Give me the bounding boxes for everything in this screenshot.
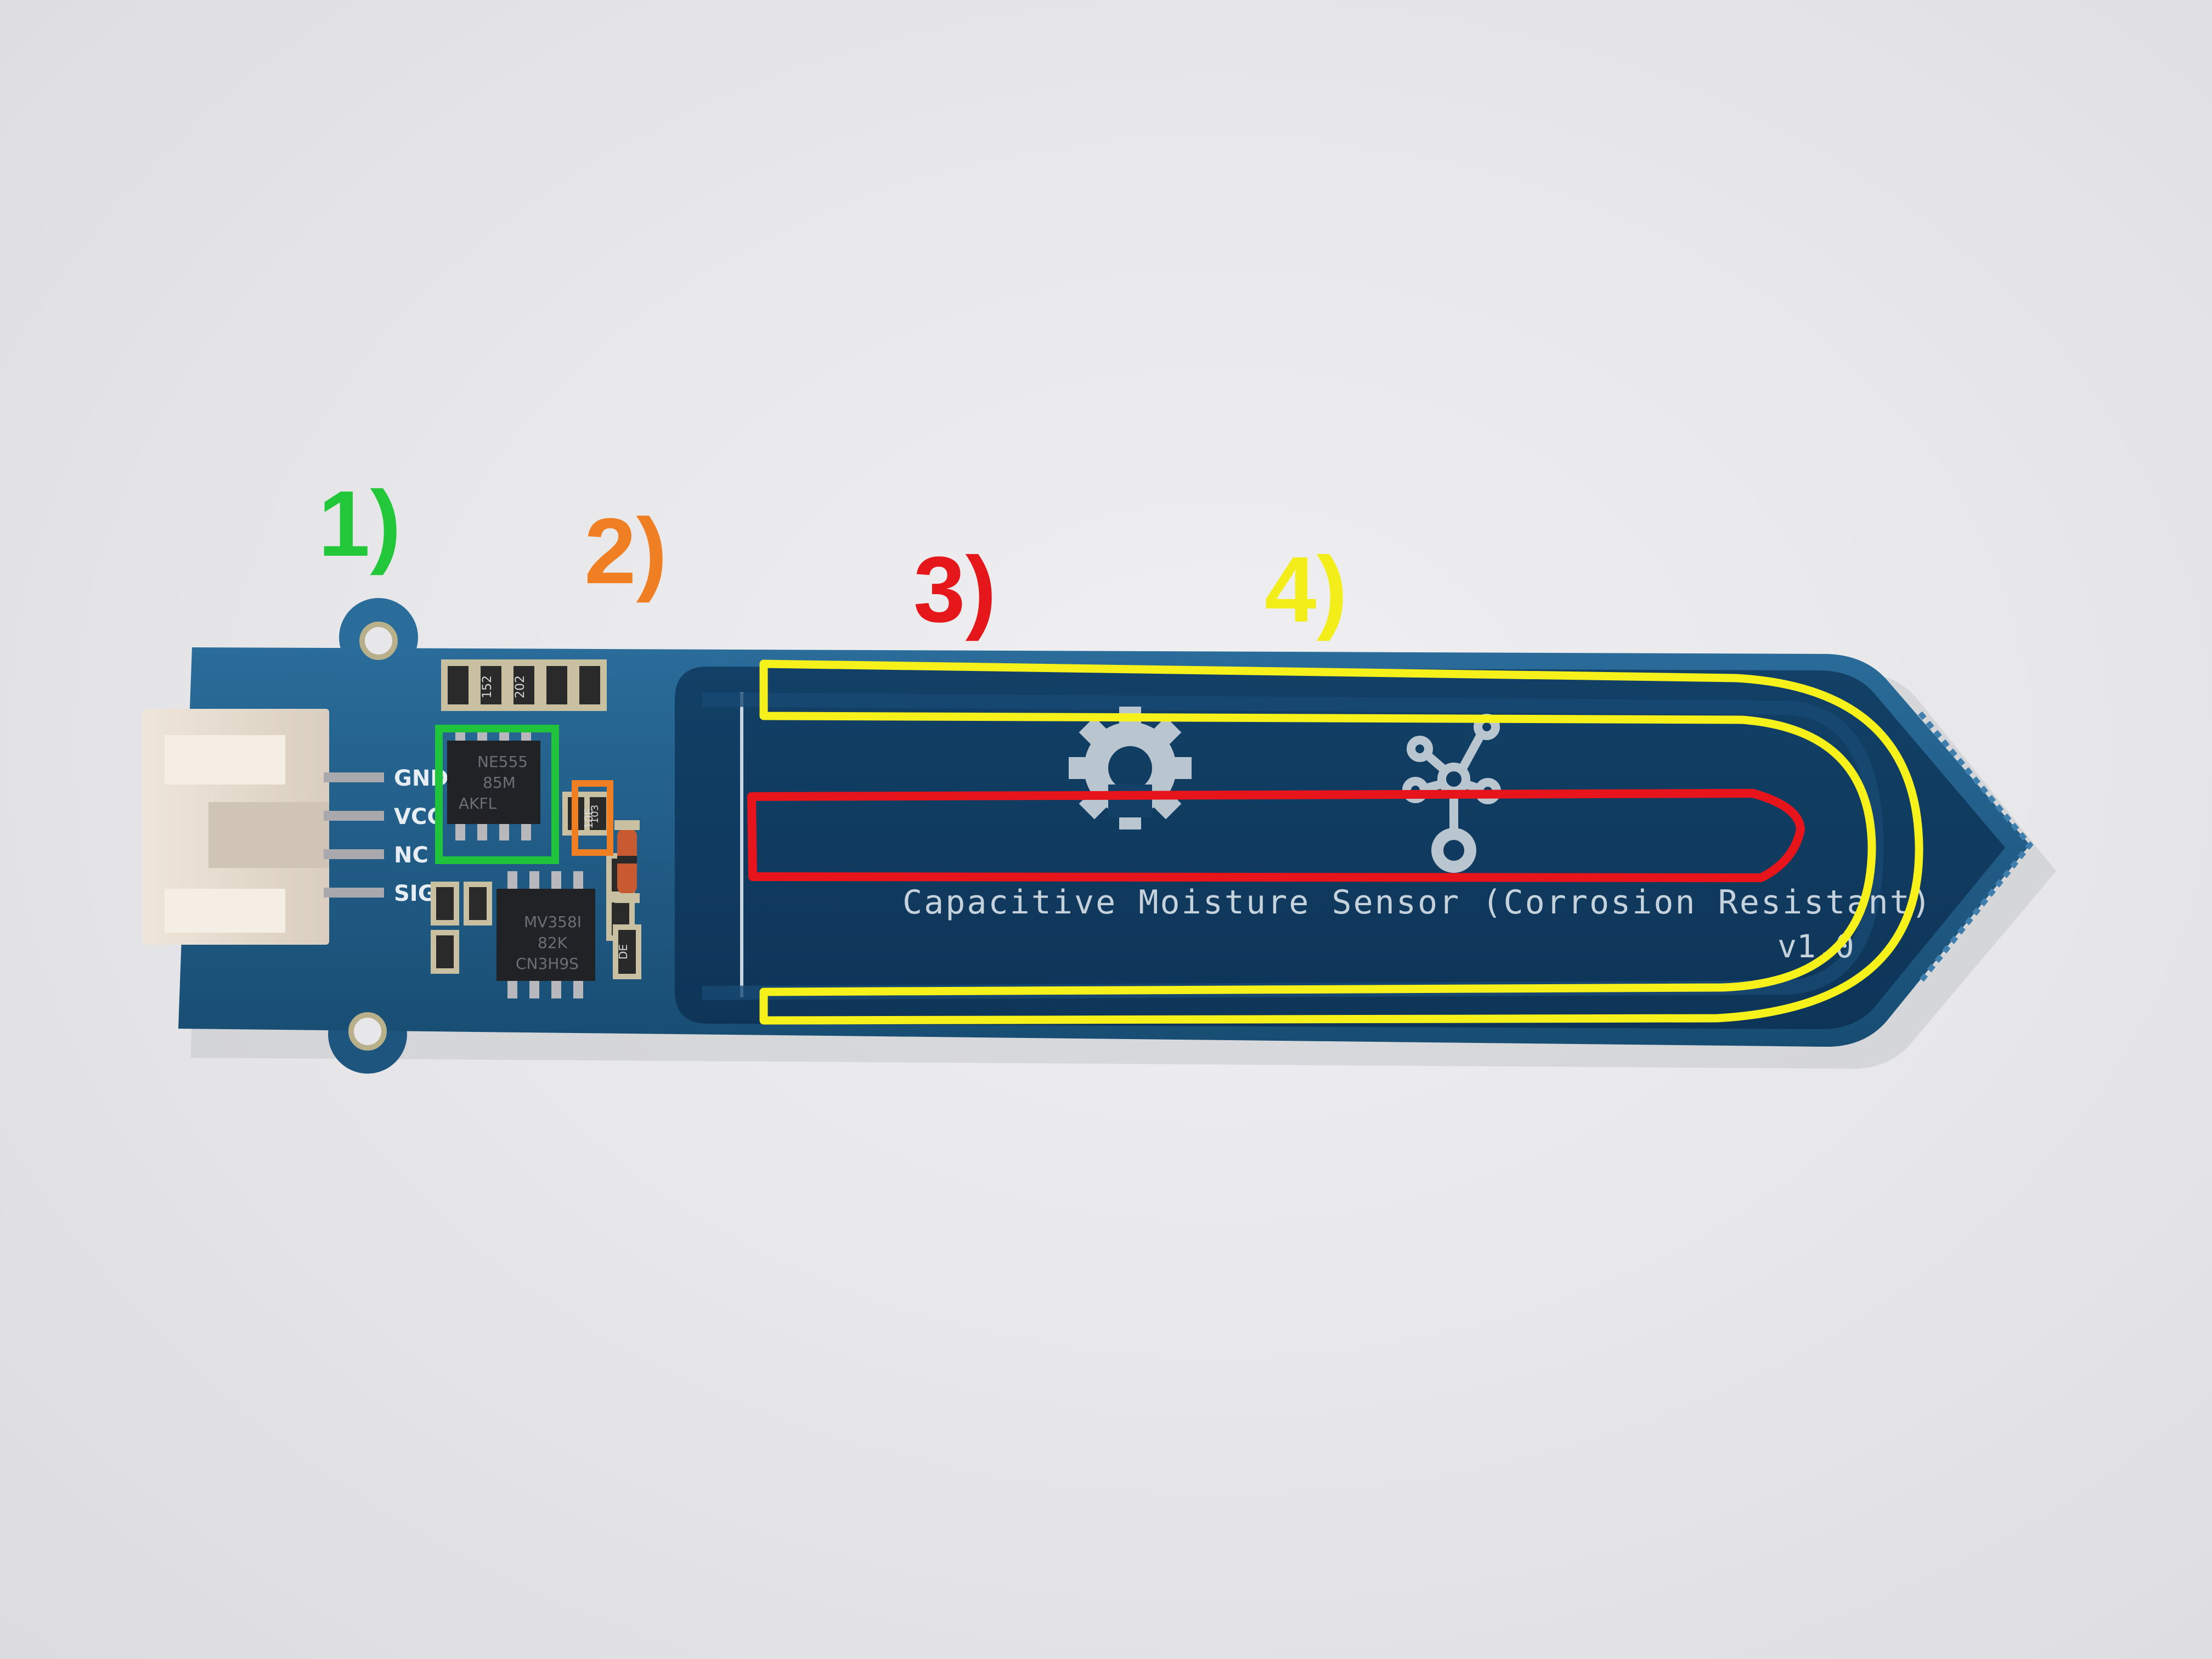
ic-ne555: NE555 85M AKFL [447, 725, 540, 840]
highlight-box-ic [435, 725, 559, 864]
pin-label-vcc: VCC [394, 804, 443, 830]
ic-bottom-marking-2: 82K [538, 934, 568, 952]
smd-resistors: 152 202 [441, 659, 607, 711]
callout-4: 4) [1265, 538, 1348, 642]
mounting-hole-top [359, 622, 398, 660]
trace-ghost [702, 692, 1884, 1000]
resistor-code-10e: 10E [582, 808, 595, 829]
pin-label-nc: NC [394, 843, 428, 868]
resistor-code-202: 202 [514, 675, 527, 698]
callout-2: 2) [584, 499, 668, 603]
mounting-hole-bottom [348, 1012, 387, 1051]
grove-connector [143, 709, 384, 945]
ic-mv358: MV358I 82K CN3H9S [496, 871, 595, 998]
probe-edge [1918, 711, 2034, 984]
ic-bottom-marking-1: MV358I [524, 913, 582, 931]
pin-labels: GND VCC NC SIG [394, 766, 449, 906]
pin-label-sig: SIG [394, 881, 436, 906]
highlight-outer-trace [759, 659, 1923, 1025]
diode [614, 820, 640, 903]
resistor-code-103: 103 [589, 805, 601, 823]
resistor-code-152: 152 [481, 675, 494, 698]
highlight-box-resistor [572, 780, 613, 856]
probe-area [675, 667, 2005, 1029]
ic-top-marking-1: NE555 [477, 753, 528, 771]
ic-bottom-marking-3: CN3H9S [516, 955, 579, 973]
ic-top-marking-3: AKFL [459, 794, 497, 812]
callout-3: 3) [913, 538, 997, 642]
ic-top-marking-2: 85M [483, 774, 516, 792]
callout-1: 1) [318, 472, 402, 576]
silkscreen-title: Capacitive Moisture Sensor (Corrosion Re… [902, 883, 1933, 922]
resistor-code-de: DE [617, 944, 630, 960]
highlight-inner-trace [747, 789, 1805, 882]
